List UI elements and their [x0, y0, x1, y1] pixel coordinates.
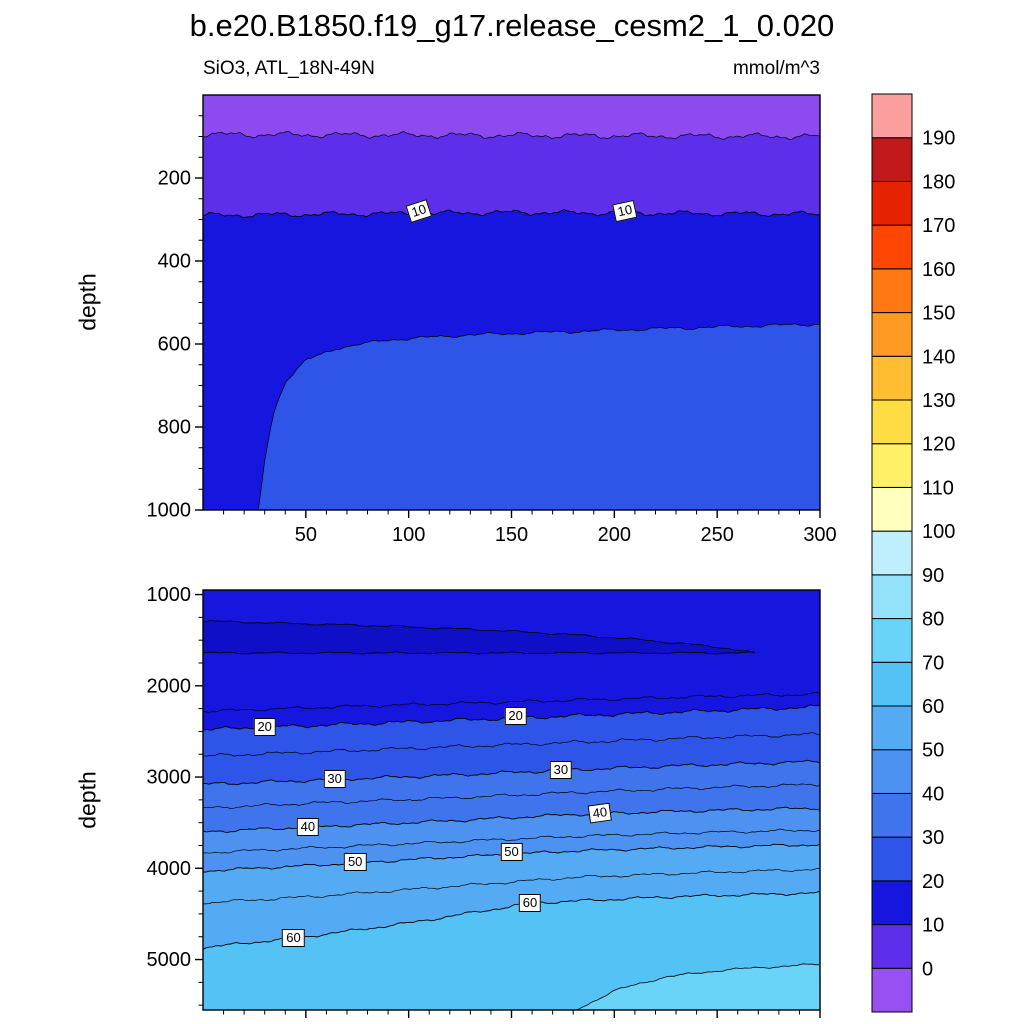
colorbar-label: 10: [922, 915, 944, 937]
y-tick-label: 3000: [147, 767, 192, 789]
colorbar-box: [871, 618, 913, 663]
x-tick-label: 150: [495, 524, 528, 546]
y-tick-label: 5000: [147, 949, 192, 971]
colorbar-box: [871, 661, 913, 707]
colorbar-box: [871, 924, 913, 969]
colorbar-box: [871, 486, 913, 532]
y-tick-label: 4000: [147, 858, 192, 880]
colorbar-label: 150: [922, 303, 955, 325]
colorbar-label: 50: [922, 740, 944, 762]
colorbar-label: 110: [922, 477, 954, 499]
colorbar-box: [871, 312, 913, 357]
colorbar-label: 90: [922, 565, 944, 587]
colorbar-box: [871, 574, 913, 620]
contour-line-60: [203, 890, 820, 950]
colorbar-label: 140: [922, 346, 955, 368]
figure-title: b.e20.B1850.f19_g17.release_cesm2_1_0.02…: [189, 8, 835, 43]
colorbar-label: 130: [922, 390, 955, 412]
contour-line-15: [203, 692, 820, 713]
y-tick-label: 2000: [147, 675, 192, 697]
band-fill-20: [258, 323, 820, 510]
contour-line-35: [203, 783, 820, 809]
x-tick-label: 300: [803, 524, 836, 546]
upper-contour-field: [203, 95, 820, 510]
colorbar-box: [871, 792, 913, 838]
contour-line-20: [258, 323, 820, 509]
contour-line-25: [203, 732, 820, 757]
x-tick-label: 100: [392, 524, 425, 546]
lower-axis-ticks: [195, 593, 821, 1018]
colorbar-box: [871, 268, 913, 314]
contour-line-10: [203, 209, 820, 219]
lower-contour-field: [203, 590, 820, 1010]
colorbar-box: [871, 355, 913, 401]
colorbar-box: [871, 180, 913, 226]
colorbar-box: [871, 530, 913, 576]
colorbar-box: [871, 399, 913, 445]
y-tick-label: 1000: [147, 584, 192, 606]
colorbar-label: 160: [922, 259, 955, 281]
y-tick-label: 600: [158, 334, 191, 356]
upper-axis-ticks: [195, 115, 821, 518]
contour-line-70: [575, 963, 820, 1010]
colorbar-box: [871, 836, 913, 882]
colorbar-box: [871, 93, 913, 139]
y-tick-label: 400: [158, 251, 191, 273]
colorbar-box: [871, 224, 913, 270]
x-tick-label: 50: [295, 524, 317, 546]
colorbar-label: 100: [922, 521, 955, 543]
y-tick-label: 1000: [147, 500, 192, 522]
colorbar-box: [871, 137, 913, 182]
x-tick-label: 250: [700, 524, 733, 546]
colorbar-label: 80: [922, 609, 944, 631]
colorbar-label: 190: [922, 128, 955, 150]
colorbar: [871, 93, 913, 1013]
colorbar-label: 120: [922, 434, 955, 456]
y-tick-label: 200: [158, 168, 191, 190]
colorbar-label: 30: [922, 827, 944, 849]
units-subtitle: mmol/m^3: [732, 58, 820, 79]
colorbar-box: [871, 705, 913, 751]
colorbar-box: [871, 749, 913, 794]
colorbar-box: [871, 443, 913, 488]
x-tick-label: 200: [598, 524, 631, 546]
field-subtitle: SiO3, ATL_18N-49N: [203, 58, 375, 79]
contour-line-45: [203, 828, 820, 854]
colorbar-box: [871, 880, 913, 926]
contour-tongue-10: [203, 620, 755, 655]
colorbar-label: 170: [922, 215, 955, 237]
contour-line-55: [203, 868, 820, 905]
colorbar-label: 70: [922, 652, 944, 674]
colorbar-label: 40: [922, 783, 944, 805]
colorbar-label: 60: [922, 696, 944, 718]
contour-line-0: [203, 131, 820, 140]
colorbar-label: 0: [922, 958, 933, 980]
colorbar-box: [871, 967, 913, 1013]
colorbar-label: 180: [922, 171, 955, 193]
contour-line-30: [203, 759, 820, 786]
band-fill-70: [575, 963, 820, 1010]
colorbar-label: 20: [922, 871, 944, 893]
y-tick-label: 800: [158, 417, 191, 439]
